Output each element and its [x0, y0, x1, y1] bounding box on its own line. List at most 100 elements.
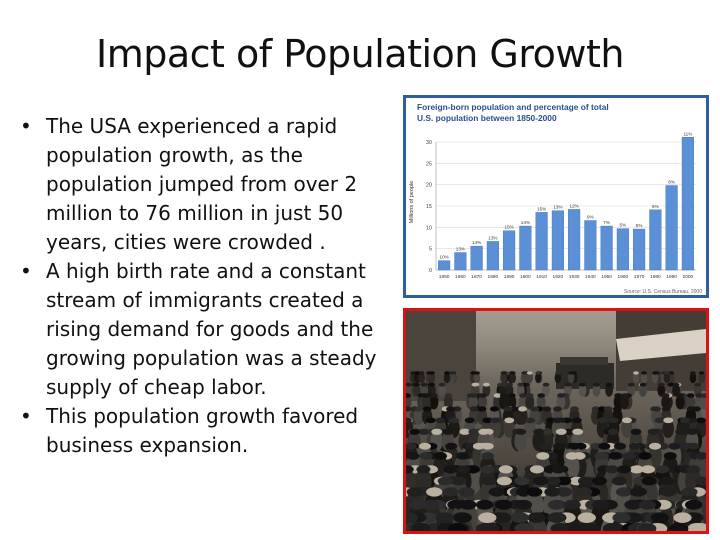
crowd-hat	[630, 487, 647, 497]
crowd-hat	[530, 406, 540, 412]
crowd-figure	[500, 372, 507, 384]
crowd-hat	[456, 452, 470, 460]
chart-bar-label: 14%	[521, 220, 530, 225]
crowd-figure	[639, 383, 647, 397]
crowd-hat	[537, 393, 546, 398]
chart-x-tick-label: 2000	[683, 274, 694, 280]
crowd-hat	[578, 476, 594, 486]
crowd-hat	[406, 382, 412, 387]
chart-title-line-1: Foreign-born population and percentage o…	[417, 102, 609, 112]
crowd-hat	[655, 465, 670, 474]
crowd-figure	[517, 408, 528, 425]
crowd-figure	[536, 394, 546, 410]
crowd-hat	[406, 512, 418, 523]
crowd-hat	[515, 428, 527, 435]
crowd-hat	[533, 428, 545, 435]
crowd-hat	[406, 487, 423, 497]
crowd-hat	[614, 393, 623, 398]
crowd-hat	[490, 417, 501, 424]
chart-bar	[438, 260, 451, 271]
chart-y-tick-label: 15	[426, 204, 432, 210]
crowd-hat	[552, 417, 563, 424]
crowd-hat	[435, 512, 454, 523]
crowd-hat	[641, 476, 657, 486]
chart-bar	[616, 228, 629, 271]
crowd-hat	[416, 465, 431, 474]
crowd	[406, 371, 706, 531]
chart-bar	[535, 212, 548, 271]
crowd-figure	[605, 383, 613, 397]
crowd-figure	[443, 394, 453, 410]
bullet-dot-icon: •	[20, 404, 32, 428]
crowd-hat	[471, 382, 479, 387]
crowd-hat	[469, 406, 479, 412]
crowd-hat	[608, 452, 622, 460]
crowd-hat	[664, 371, 670, 375]
crowd-hat	[557, 393, 565, 398]
chart-bar-label: 8%	[668, 180, 675, 185]
chart-x-tick-label: 1920	[553, 274, 564, 280]
crowd-hat	[510, 512, 530, 523]
crowd-hat	[504, 417, 515, 424]
crowd-hat	[576, 487, 593, 497]
bullet-text: This population growth favored business …	[46, 404, 359, 457]
chart-bar-label: 15%	[505, 225, 514, 230]
crowd-hat	[431, 428, 443, 435]
crowd-hat	[475, 499, 494, 510]
crowd-hat	[453, 512, 472, 523]
crowd-hat	[615, 487, 633, 497]
crowd-figure	[526, 372, 533, 384]
chart-source-note: Source: U.S. Census Bureau, 2000	[624, 289, 702, 295]
crowd-hat	[647, 428, 659, 435]
chart-y-ticks: 0 5 10 15 20 25 30	[426, 140, 432, 274]
crowd-hat	[444, 393, 453, 398]
crowd-hat	[464, 417, 475, 424]
chart-bar-label: 6%	[652, 204, 659, 209]
chart-y-axis-label: Millions of people	[409, 181, 415, 224]
crowd-hat	[480, 522, 501, 531]
crowd-hat	[422, 393, 430, 398]
chart-x-tick-label: 1850	[439, 274, 450, 280]
crowd-hat	[539, 442, 552, 450]
crowd-figure	[478, 394, 488, 410]
crowd-figure	[657, 383, 666, 397]
crowd-hat	[406, 417, 412, 424]
crowd-hat	[481, 476, 497, 486]
crowd-hat	[669, 522, 689, 531]
crowd-hat	[641, 371, 647, 375]
crowd-hat	[630, 428, 642, 435]
crowd-hat	[521, 371, 527, 375]
crowd-hat	[650, 512, 670, 523]
crowd-hat	[526, 371, 533, 375]
crowd-hat	[686, 465, 701, 474]
crowd-hat	[414, 406, 424, 412]
crowd-hat	[555, 428, 567, 435]
crowd-hat	[553, 406, 562, 412]
crowd-hat	[605, 522, 625, 531]
chart-bar	[454, 252, 467, 271]
crowd-hat	[494, 499, 513, 510]
crowd-figure	[567, 372, 575, 384]
crowd-figure	[418, 372, 425, 384]
crowd-hat	[649, 442, 662, 450]
crowd-figure	[686, 394, 696, 410]
crowd-hat	[620, 393, 629, 398]
crowd-hat	[628, 442, 641, 450]
crowd-hat	[426, 487, 443, 497]
crowd-hat	[570, 406, 579, 412]
crowd-hat	[579, 382, 586, 387]
automobile-roof	[560, 357, 608, 365]
crowd-hat	[593, 382, 600, 387]
crowd-hat	[640, 465, 656, 474]
crowd-hat	[533, 476, 549, 486]
crowd-hat	[482, 417, 493, 424]
crowd-hat	[517, 382, 525, 387]
crowd-hat	[659, 476, 675, 486]
crowd-hat	[422, 499, 440, 510]
crowd-figure	[406, 394, 412, 410]
chart-y-tick-label: 25	[426, 161, 432, 167]
crowd-figure	[542, 383, 550, 397]
chart-x-tick-label: 1900	[520, 274, 531, 280]
crowd-figure	[429, 394, 439, 410]
chart-x-tick-label: 1990	[666, 274, 677, 280]
